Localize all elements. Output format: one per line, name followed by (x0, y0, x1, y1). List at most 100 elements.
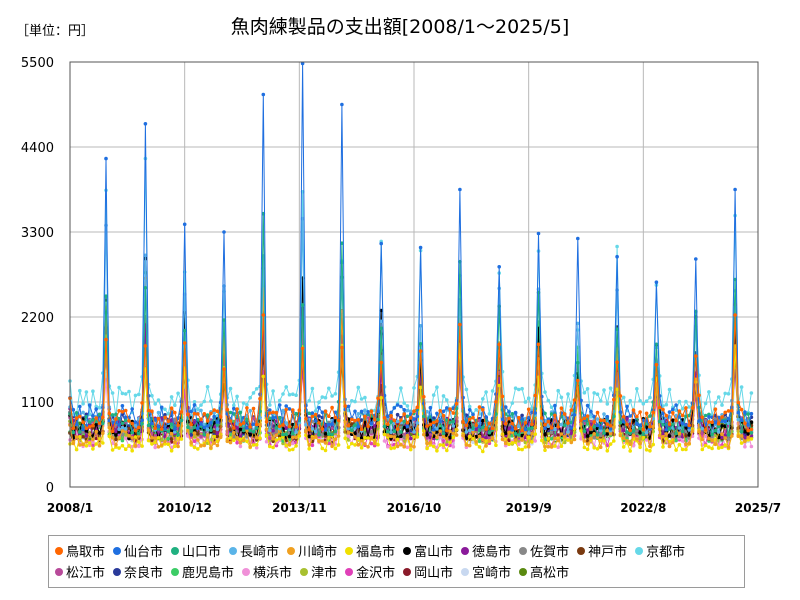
data-point (189, 426, 193, 430)
data-point (484, 415, 488, 419)
data-point (667, 444, 672, 449)
legend-marker (403, 567, 412, 576)
data-point (536, 342, 541, 347)
data-point (526, 407, 531, 412)
data-point (595, 423, 600, 428)
data-point (71, 426, 76, 431)
data-point (127, 436, 131, 441)
data-point (94, 416, 98, 420)
data-point (291, 441, 295, 446)
data-point (379, 241, 384, 246)
data-point (313, 435, 318, 439)
data-point (248, 432, 252, 437)
data-point (474, 408, 479, 412)
data-point (425, 409, 429, 414)
data-point (562, 440, 567, 445)
data-point (192, 431, 197, 435)
data-point (543, 411, 547, 416)
data-point (176, 444, 180, 449)
data-point (592, 424, 596, 429)
data-point (74, 447, 79, 452)
data-point (664, 432, 669, 436)
data-point (78, 404, 82, 409)
data-point (268, 416, 272, 421)
data-point (363, 408, 367, 413)
data-point (707, 390, 711, 394)
data-point (723, 436, 727, 440)
data-point (110, 413, 115, 417)
data-point (212, 434, 216, 439)
data-point (258, 422, 262, 427)
data-point (395, 444, 400, 449)
data-point (631, 433, 636, 438)
data-point (143, 122, 148, 126)
data-point (572, 413, 577, 417)
data-point (431, 416, 436, 420)
data-point (196, 426, 200, 431)
data-point (346, 445, 351, 450)
data-point (179, 418, 184, 423)
data-point (431, 393, 436, 397)
y-tick-label: 2200 (21, 311, 54, 326)
data-point (232, 438, 236, 443)
data-point (638, 410, 642, 414)
data-point (173, 444, 177, 449)
data-point (523, 400, 528, 404)
data-point (674, 418, 678, 423)
data-point (392, 435, 397, 439)
data-point (690, 406, 695, 410)
data-point (703, 434, 708, 438)
data-point (408, 447, 413, 452)
data-point (605, 428, 610, 433)
data-point (123, 392, 128, 396)
data-point (657, 419, 662, 424)
data-point (612, 397, 616, 402)
data-point (196, 412, 200, 416)
data-point (598, 426, 603, 430)
data-point (467, 417, 472, 422)
data-point (569, 426, 574, 430)
data-point (268, 408, 272, 412)
data-point (235, 394, 239, 399)
data-point (454, 433, 459, 437)
data-point (268, 403, 272, 407)
data-point (536, 231, 541, 236)
data-point (150, 442, 154, 446)
data-point (291, 392, 295, 397)
data-point (441, 394, 446, 398)
data-point (120, 438, 125, 443)
legend-label: 神戸市 (588, 545, 628, 560)
data-point (323, 427, 328, 432)
data-point (300, 216, 305, 221)
data-point (163, 439, 167, 444)
data-point (317, 433, 321, 437)
data-point (137, 431, 141, 436)
data-point (199, 403, 203, 407)
data-point (523, 427, 528, 432)
data-point (441, 413, 446, 418)
data-point (78, 388, 82, 393)
data-point (605, 449, 610, 453)
data-point (294, 411, 298, 416)
data-point (520, 447, 524, 452)
data-point (726, 409, 731, 413)
data-point (621, 395, 626, 400)
data-point (277, 424, 282, 429)
data-point (618, 394, 623, 398)
data-point (297, 408, 302, 413)
data-point (598, 428, 603, 433)
data-point (526, 396, 531, 401)
data-point (592, 446, 596, 450)
data-point (687, 405, 691, 409)
series-山口市 (68, 211, 754, 437)
data-point (84, 390, 89, 394)
data-point (510, 412, 515, 416)
data-point (323, 409, 328, 414)
legend-item: 山口市 (171, 540, 221, 561)
data-point (389, 434, 393, 439)
data-point (641, 418, 646, 423)
data-point (677, 409, 682, 413)
data-point (333, 415, 338, 420)
data-point (595, 417, 600, 421)
data-point (684, 447, 688, 452)
